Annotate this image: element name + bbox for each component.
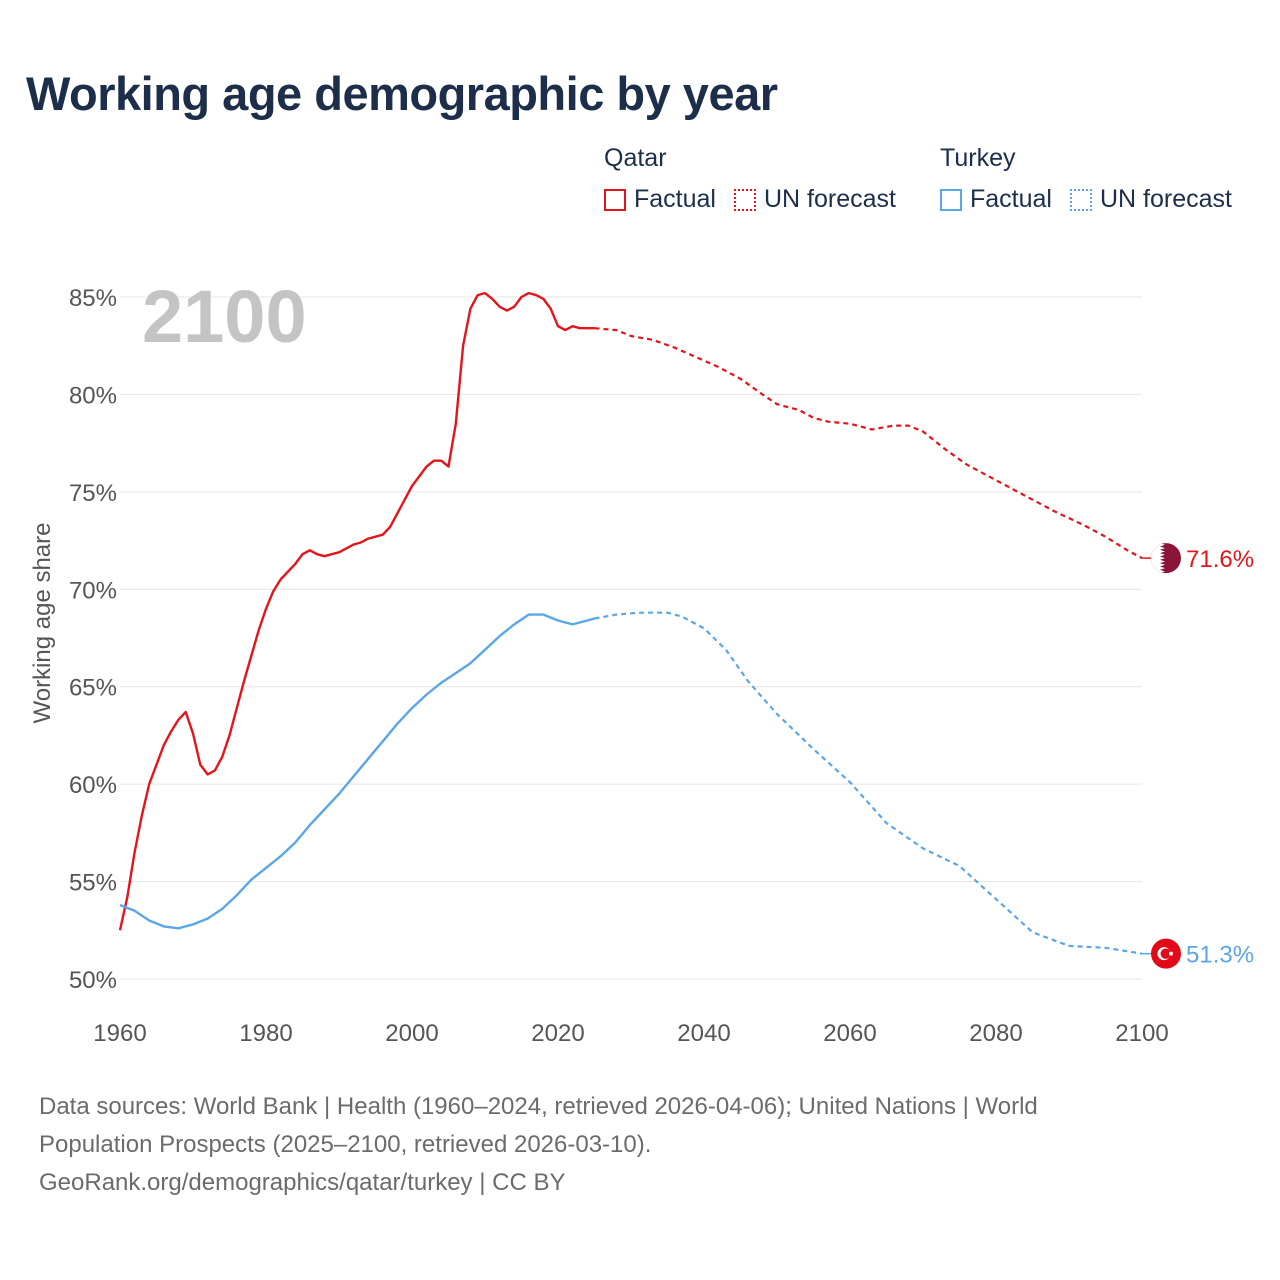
footer-credit[interactable]: GeoRank.org/demographics/qatar/turkey | …: [39, 1169, 566, 1196]
x-tick-label: 2020: [531, 1020, 584, 1047]
y-tick-label: 70%: [69, 577, 117, 604]
legend-qatar-forecast[interactable]: UN forecast: [733, 185, 896, 214]
line-chart: 2100 Working age share 50% 55% 60% 65% 70% 75…: [29, 275, 1254, 1047]
y-tick-label: 75%: [69, 480, 117, 507]
legend-label: UN forecast: [763, 185, 896, 213]
legend-turkey: Turkey Factual UN forecast: [940, 144, 1232, 214]
y-tick-label: 55%: [69, 870, 117, 897]
qatar-factual-line[interactable]: [118, 291, 595, 931]
legend-solid-swatch-icon: [604, 188, 626, 211]
x-tick-label: 1960: [93, 1020, 146, 1047]
qatar-flag-icon: [1151, 543, 1181, 574]
footer-sources-line-2: Population Prospects (2025–2100, retriev…: [39, 1131, 652, 1158]
y-tick-label: 65%: [69, 675, 117, 702]
legend-turkey-factual[interactable]: Factual: [940, 185, 1052, 214]
x-tick-label: 1980: [239, 1020, 292, 1047]
x-tick-label: 2000: [385, 1020, 438, 1047]
x-tick-label: 2080: [969, 1020, 1022, 1047]
footer: Data sources: World Bank | Health (1960–…: [39, 1088, 1239, 1202]
x-tick-label: 2060: [823, 1020, 876, 1047]
legend-qatar-factual[interactable]: Factual: [604, 185, 716, 214]
page-title: Working age demographic by year: [26, 67, 778, 120]
turkey-end-value-label: 51.3%: [1186, 942, 1254, 969]
legend-solid-swatch-icon: [940, 188, 962, 211]
legend-dotted-swatch-icon: [1069, 188, 1092, 211]
legend-turkey-forecast[interactable]: UN forecast: [1069, 185, 1232, 214]
y-tick-label: 80%: [69, 382, 117, 409]
turkey-factual-line[interactable]: [119, 613, 595, 930]
legend-group-name: Turkey: [940, 144, 1016, 172]
x-tick-label: 2100: [1115, 1020, 1168, 1047]
footer-sources-line-1: Data sources: World Bank | Health (1960–…: [39, 1093, 1038, 1120]
x-tick-label: 2040: [677, 1020, 730, 1047]
y-axis-label: Working age share: [29, 523, 56, 724]
legend-label: Factual: [970, 185, 1052, 213]
legend-label: Factual: [634, 185, 716, 213]
turkey-flag-icon: [1151, 938, 1181, 969]
legend-label: UN forecast: [1099, 185, 1232, 213]
legend-group-name: Qatar: [604, 144, 667, 172]
legend-qatar: Qatar Factual UN forecast: [604, 144, 914, 214]
y-tick-label: 60%: [69, 772, 117, 799]
legend-dotted-swatch-icon: [733, 188, 756, 211]
qatar-forecast-line[interactable]: [594, 327, 1143, 560]
qatar-end-value-label: 71.6%: [1186, 546, 1254, 573]
y-tick-label: 50%: [69, 967, 117, 994]
turkey-forecast-line[interactable]: [594, 611, 1143, 955]
year-watermark: 2100: [142, 275, 307, 358]
y-tick-label: 85%: [69, 285, 117, 312]
